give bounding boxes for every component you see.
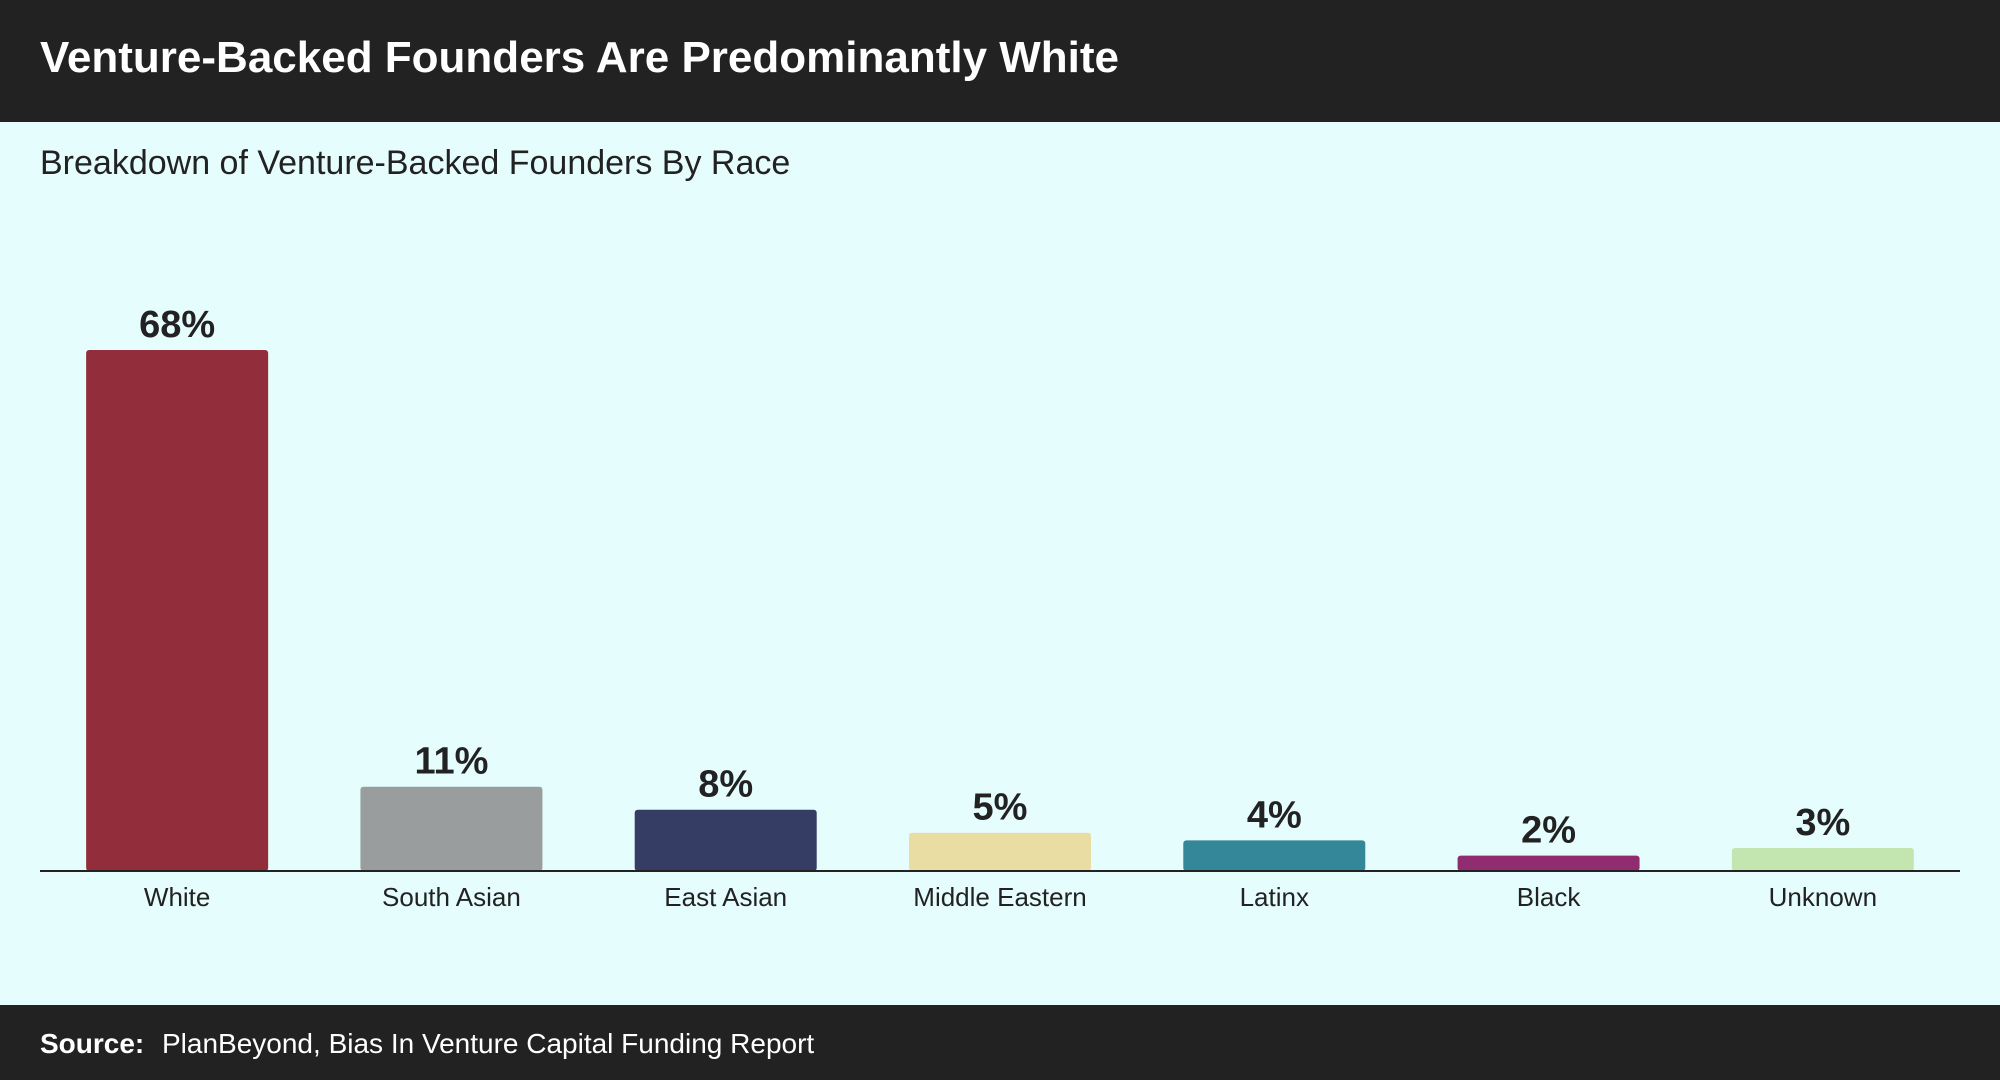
x-tick-label: Black: [1517, 882, 1582, 912]
data-label: 3%: [1795, 802, 1850, 844]
bar-latinx: [1183, 840, 1366, 871]
bar-black: [1457, 855, 1640, 871]
x-tick-label: South Asian: [382, 882, 521, 912]
title-bar: [0, 0, 2000, 122]
data-label: 11%: [414, 741, 488, 783]
x-tick-label: White: [144, 882, 210, 912]
bars-layer: [86, 350, 1914, 871]
bar-east-asian: [634, 809, 817, 871]
data-label: 5%: [973, 787, 1028, 829]
x-tick-label: Latinx: [1240, 882, 1309, 912]
labels-layer: 68% White 11% South Asian 8% East Asian 5% Midd…: [139, 304, 1877, 912]
chart-title: Venture-Backed Founders Are Predominantl…: [40, 33, 1120, 82]
data-label: 68%: [139, 304, 215, 346]
source-text: PlanBeyond, Bias In Venture Capital Fund…: [162, 1028, 815, 1059]
source-bar: [0, 1005, 2000, 1080]
chart-subtitle: Breakdown of Venture-Backed Founders By …: [40, 144, 791, 182]
data-label: 4%: [1247, 794, 1302, 836]
data-label: 2%: [1521, 810, 1576, 852]
bar-south-asian: [360, 786, 543, 871]
bar-white: [86, 350, 269, 871]
x-tick-label: East Asian: [664, 882, 787, 912]
bar-unknown: [1731, 848, 1914, 871]
source-label: Source:: [40, 1028, 145, 1059]
x-tick-label: Middle Eastern: [913, 882, 1086, 912]
bar-middle-eastern: [909, 832, 1091, 871]
data-label: 8%: [698, 764, 753, 806]
x-tick-label: Unknown: [1769, 882, 1877, 912]
